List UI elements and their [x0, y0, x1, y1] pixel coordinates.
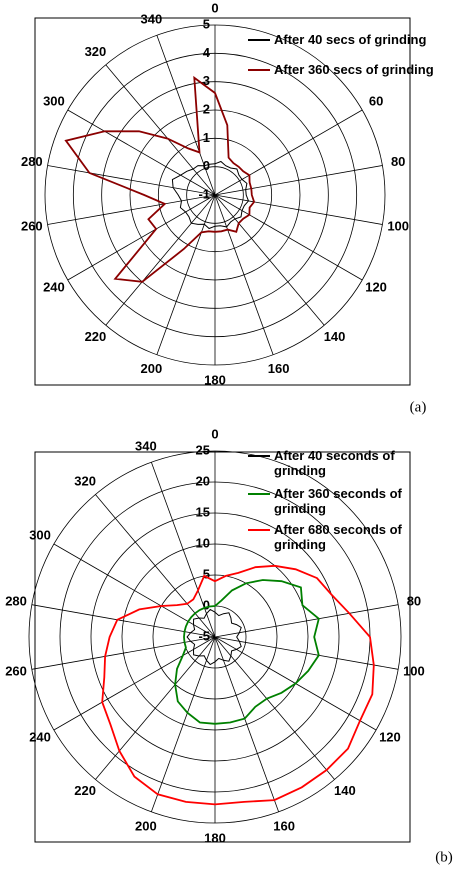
spoke: [47, 165, 216, 196]
spoke: [156, 194, 216, 355]
r-tick-label: -5: [198, 628, 210, 643]
legend-entry: After 360 seconds of grinding: [248, 486, 434, 516]
theta-tick-label: 320: [74, 474, 96, 489]
spoke: [214, 109, 363, 196]
theta-tick-label: 300: [43, 93, 65, 108]
r-tick-label: 5: [203, 566, 210, 581]
theta-tick-label: 60: [369, 93, 383, 108]
theta-tick-label: 0: [211, 426, 218, 441]
spoke: [214, 165, 383, 196]
theta-tick-label: 200: [135, 818, 157, 833]
theta-tick-label: 340: [135, 439, 157, 454]
spoke: [67, 109, 216, 196]
r-tick-label: 15: [196, 504, 210, 519]
legend-entry: After 40 seconds of grinding: [248, 448, 434, 478]
r-tick-label: 20: [196, 473, 210, 488]
theta-tick-label: 140: [334, 783, 356, 798]
theta-tick-label: 340: [141, 12, 163, 27]
theta-tick-label: 280: [5, 593, 27, 608]
panel-label: (a): [410, 399, 427, 415]
theta-tick-label: 160: [273, 818, 295, 833]
theta-tick-label: 300: [29, 527, 51, 542]
r-tick-label: 5: [203, 16, 210, 31]
r-tick-label: 3: [203, 73, 210, 88]
theta-tick-label: 80: [407, 593, 421, 608]
r-tick-label: 4: [203, 45, 211, 60]
spoke: [67, 194, 216, 281]
spoke: [214, 194, 325, 326]
theta-tick-label: 320: [85, 44, 107, 59]
theta-tick-label: 200: [141, 361, 163, 376]
legend-swatch: [248, 529, 270, 531]
theta-tick-label: 0: [211, 0, 218, 15]
legend-label: After 680 seconds of grinding: [274, 522, 402, 552]
series-line: [174, 579, 320, 725]
spoke: [47, 194, 216, 225]
legend-label: After 40 secs of grinding: [274, 32, 427, 47]
series-line: [101, 564, 375, 806]
spoke: [214, 636, 335, 780]
legend-swatch: [248, 69, 270, 71]
spoke: [105, 64, 216, 196]
theta-tick-label: 180: [204, 372, 226, 387]
r-tick-label: 0: [203, 597, 210, 612]
theta-tick-label: 120: [365, 279, 387, 294]
theta-tick-label: 100: [387, 219, 409, 234]
theta-tick-label: 220: [74, 783, 96, 798]
spoke: [156, 35, 216, 196]
theta-tick-label: 180: [204, 830, 226, 845]
legend-swatch: [248, 39, 270, 41]
legend-swatch: [248, 455, 270, 457]
theta-tick-label: 240: [29, 729, 51, 744]
r-tick-label: 1: [203, 130, 210, 145]
spoke: [214, 604, 399, 638]
legend-swatch: [248, 493, 270, 495]
series-line: [64, 75, 256, 283]
r-tick-label: 10: [196, 535, 210, 550]
legend-entry: After 40 secs of grinding: [248, 32, 434, 47]
legend-label: After 360 seconds of grinding: [274, 486, 402, 516]
theta-tick-label: 80: [391, 154, 405, 169]
theta-tick-label: 220: [85, 329, 107, 344]
theta-tick-label: 120: [379, 729, 401, 744]
theta-tick-label: 260: [5, 664, 27, 679]
spoke: [214, 194, 383, 225]
spoke: [214, 636, 279, 812]
spoke: [95, 636, 216, 780]
series-line: [186, 608, 242, 666]
panel-label: (b): [435, 849, 453, 865]
spoke: [214, 636, 399, 670]
theta-tick-label: 140: [324, 329, 346, 344]
spoke: [214, 194, 363, 281]
r-tick-label: 2: [203, 101, 210, 116]
theta-tick-label: 280: [21, 154, 43, 169]
legend-entry: After 360 secs of grinding: [248, 62, 434, 77]
legend-label: After 360 secs of grinding: [274, 62, 434, 77]
legend-entry: After 680 seconds of grinding: [248, 522, 434, 552]
spoke: [53, 636, 216, 731]
theta-tick-label: 240: [43, 279, 65, 294]
legend-label: After 40 seconds of grinding: [274, 448, 395, 478]
theta-tick-label: 100: [403, 664, 425, 679]
spoke: [151, 636, 216, 812]
frame: [34, 17, 411, 386]
spoke: [214, 194, 274, 355]
spoke: [105, 194, 216, 326]
series-line: [171, 160, 250, 230]
theta-tick-label: 160: [268, 361, 290, 376]
r-tick-label: 25: [196, 442, 210, 457]
r-tick-label: -1: [198, 186, 210, 201]
theta-tick-label: 260: [21, 219, 43, 234]
frame: [34, 451, 411, 843]
